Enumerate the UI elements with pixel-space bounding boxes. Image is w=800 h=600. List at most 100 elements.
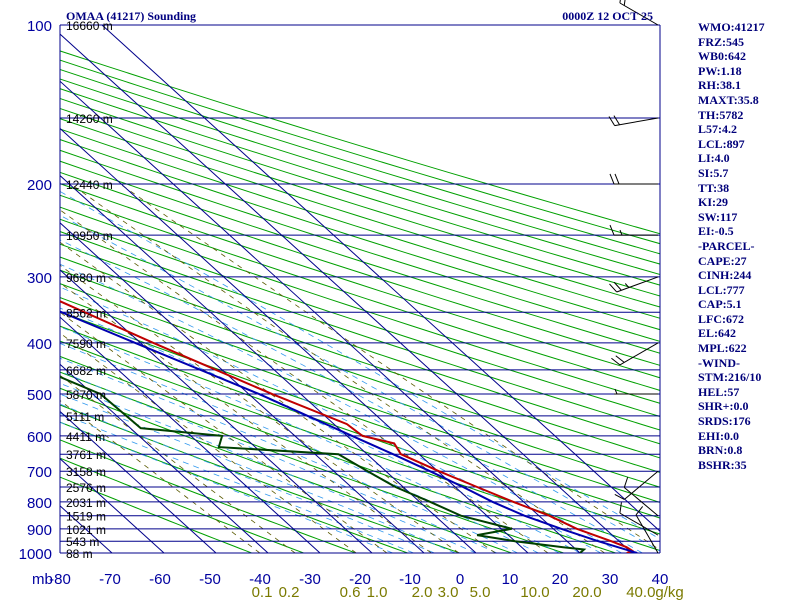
wind-barb (619, 502, 659, 536)
height-label: 1021 m (66, 523, 106, 537)
isotherm-line (60, 33, 633, 553)
wind-barb-staff (616, 276, 659, 293)
wind-barb-flag (615, 355, 625, 363)
mixing-ratio-label: 20.0 (572, 584, 601, 600)
index-line: SW:117 (698, 209, 738, 224)
pressure-tick-label: 700 (27, 464, 52, 481)
dry-adiabat-line (60, 256, 660, 459)
index-line: BRN:0.8 (698, 443, 743, 458)
temperature-tick-label: 20 (552, 571, 569, 588)
mixing-ratio-label: 1.0 (367, 584, 388, 600)
index-line: RH:38.1 (698, 78, 741, 93)
mixing-ratio-label: 40.0g/kg (626, 584, 684, 600)
isotherms (0, 25, 660, 553)
height-label: 3158 m (66, 465, 106, 479)
mixing-ratio-label: 0.1 (252, 584, 273, 600)
pressure-tick-label: 300 (27, 270, 52, 287)
dry-adiabat-line (60, 149, 660, 342)
wind-barb-flag (623, 477, 629, 488)
wind-barb-flag (613, 281, 622, 291)
pressure-tick-label: 800 (27, 495, 52, 512)
index-line: LCL:777 (698, 282, 745, 297)
temperature-tick-label: -80 (49, 571, 71, 588)
wind-barb-flag (608, 116, 616, 126)
pressure-tick-label: 500 (27, 387, 52, 404)
temperature-tick-label: 30 (602, 571, 619, 588)
temperature-tick-label: 0 (456, 571, 464, 588)
mixing-ratio-label: 2.0 (412, 584, 433, 600)
index-line: EHI:0.0 (698, 428, 740, 443)
wind-barb (619, 0, 659, 26)
isotherm-line (60, 316, 321, 553)
dry-adiabat-line (60, 139, 660, 331)
index-line: EI:-0.5 (698, 224, 734, 239)
isobars (59, 24, 661, 554)
wind-barb-staff (619, 342, 659, 366)
pressure-tick-label: 900 (27, 522, 52, 539)
dry-adiabat-line (60, 68, 660, 255)
temperature-tick-label: 10 (502, 571, 519, 588)
dry-adiabat-line (60, 97, 660, 286)
wind-barb-half-flag (619, 229, 623, 236)
height-label: 4411 m (66, 430, 105, 444)
wind-barb-flag (614, 173, 620, 185)
index-line: CAPE:27 (698, 253, 747, 268)
mixing-ratio-label: 0.6 (340, 584, 361, 600)
wind-barb-flag (623, 0, 626, 6)
wind-barb (611, 342, 659, 366)
height-label: 12440 m (66, 178, 113, 192)
wind-barb-staff (623, 487, 659, 517)
dry-adiabat-line (60, 243, 660, 445)
dry-adiabat-line (60, 421, 408, 553)
index-line: LI:4.0 (698, 151, 730, 166)
temperature-tick-label: -70 (99, 571, 121, 588)
temperature-tick-label: -30 (299, 571, 321, 588)
height-label: 8562 m (66, 306, 106, 320)
index-line: MPL:622 (698, 341, 747, 356)
wind-barb-flag (619, 0, 621, 4)
index-line: -WIND- (698, 355, 740, 370)
index-line: BSHR:35 (698, 457, 747, 472)
moist-adiabat-line (60, 307, 581, 553)
dry-adiabat-line (60, 218, 660, 418)
chart-time-label: 0000Z 12 OCT 25 (562, 9, 653, 23)
isotherm-line (60, 269, 373, 553)
dry-adiabat-line (60, 59, 660, 245)
height-label: 3761 m (66, 448, 106, 462)
wind-barb-flag (635, 506, 644, 516)
mixing-ratio-label: 3.0 (438, 584, 459, 600)
isotherm-line (0, 25, 8, 553)
index-line: WMO:41217 (698, 20, 765, 34)
temperature-tick-label: -40 (249, 571, 271, 588)
isotherm-line (60, 127, 529, 553)
wind-barb-staff (623, 470, 659, 500)
index-line: TH:5782 (698, 107, 744, 122)
index-line: SRDS:176 (698, 414, 751, 429)
index-line: EL:642 (698, 326, 737, 341)
index-line: STM:216/10 (698, 370, 762, 385)
wind-barb (608, 115, 659, 127)
index-line: CINH:244 (698, 268, 752, 283)
isotherm-line (60, 363, 269, 553)
temperature-tick-label: -20 (349, 571, 371, 588)
wind-barb-half-flag (614, 388, 618, 395)
dry-adiabat-line (60, 128, 660, 319)
pressure-tick-label: 200 (27, 177, 52, 194)
index-line: WB0:642 (698, 49, 746, 64)
dry-adiabat-line (60, 439, 356, 553)
dry-adiabat-line (60, 160, 660, 354)
dry-adiabat-line (60, 283, 660, 488)
height-label: 16660 m (66, 19, 113, 33)
pressure-tick-label: 600 (27, 429, 52, 446)
dry-adiabat-line (60, 311, 660, 519)
height-label: 88 m (66, 547, 93, 561)
mixing-ratio-label: 10.0 (520, 584, 549, 600)
isotherm-line (60, 410, 217, 553)
dry-adiabat-line (60, 206, 660, 404)
wind-barb (609, 173, 658, 185)
temperature-trace (60, 300, 635, 553)
index-line: SI:5.7 (698, 165, 729, 180)
height-label: 2031 m (66, 496, 106, 510)
wind-barb (614, 470, 659, 500)
